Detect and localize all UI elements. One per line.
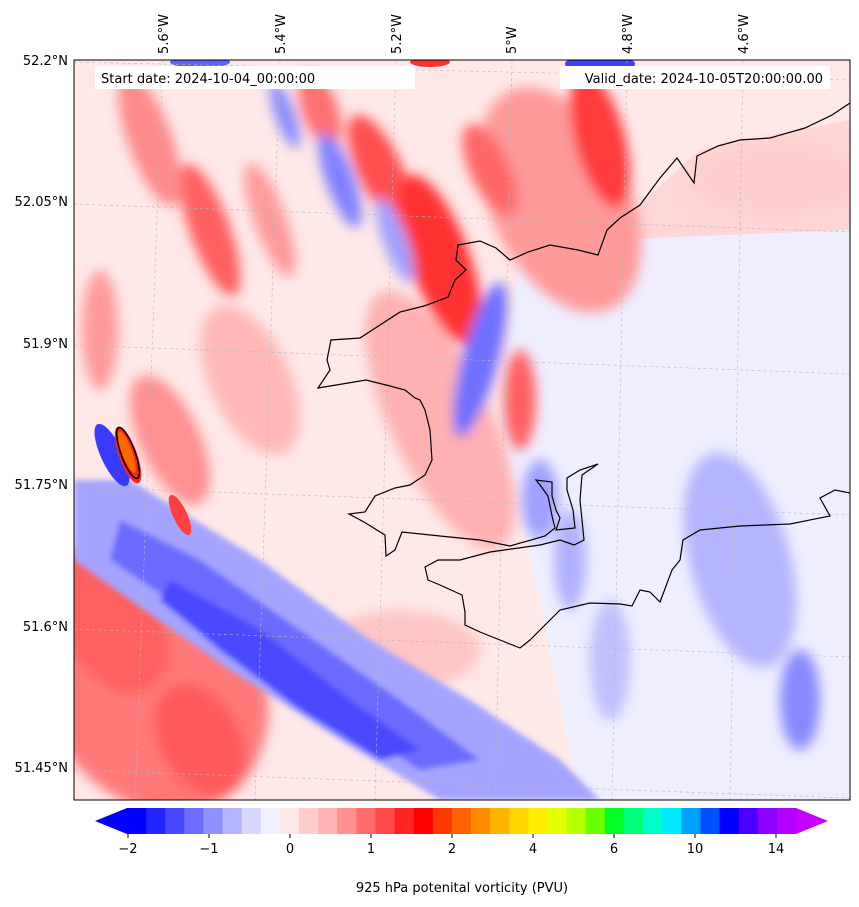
colorbar-tick-label: 10 <box>687 842 704 857</box>
colorbar-extend-max <box>796 808 828 834</box>
colorbar-cell <box>490 808 510 834</box>
colorbar-cell <box>413 808 434 834</box>
colorbar-cell <box>432 808 453 834</box>
colorbar-cell <box>681 808 702 834</box>
colorbar-cell <box>337 808 357 834</box>
coastline <box>316 102 850 649</box>
colorbar-tick-label: −1 <box>199 842 218 857</box>
colorbar-ticks: −2 −1 0 1 2 4 6 10 14 <box>118 834 784 857</box>
colorbar-tick-label: 4 <box>529 842 537 857</box>
colorbar-cell <box>604 808 625 834</box>
colorbar-cell <box>222 808 243 834</box>
lon-label-4-6w: 4.6°W <box>737 14 752 54</box>
lat-label-51-75n: 51.75°N <box>15 478 68 493</box>
colorbar-cell <box>643 808 663 834</box>
lon-label-5-4w: 5.4°W <box>274 14 289 54</box>
colorbar-cell <box>146 808 166 834</box>
colorbar-cell <box>776 808 797 834</box>
colorbar-cell <box>738 808 759 834</box>
colorbar-cell <box>528 808 549 834</box>
colorbar-cell <box>471 808 491 834</box>
colorbar-tick-label: 14 <box>768 842 785 857</box>
colorbar-tick-label: 2 <box>448 842 456 857</box>
valid-date-label: Valid_date: 2024-10-05T20:00:00.00 <box>585 72 823 87</box>
colorbar-cell <box>184 808 205 834</box>
colorbar-tick-label: 1 <box>367 842 375 857</box>
start-date-box <box>95 66 415 89</box>
lon-labels: 5.6°W 5.4°W 5.2°W 5°W 4.8°W 4.6°W <box>157 14 752 54</box>
colorbar-cell <box>719 808 740 834</box>
colorbar-cell <box>375 808 396 834</box>
lat-label-51-9n: 51.9°N <box>23 337 68 352</box>
lat-label-51-45n: 51.45°N <box>15 761 68 776</box>
lon-label-5w: 5°W <box>505 26 520 54</box>
colorbar-cell <box>757 808 778 834</box>
colorbar-cell <box>260 808 281 834</box>
colorbar-cell <box>356 808 377 834</box>
colorbar-cell <box>585 808 606 834</box>
colorbar-cell <box>547 808 568 834</box>
colorbar-cell <box>241 808 262 834</box>
lat-labels: 52.2°N 52.05°N 51.9°N 51.75°N 51.6°N 51.… <box>15 54 68 776</box>
colorbar-cells <box>127 808 797 834</box>
colorbar-cell <box>318 808 338 834</box>
colorbar-cell <box>700 808 721 834</box>
colorbar: −2 −1 0 1 2 4 6 10 14 925 hPa potenital vorticit… <box>95 808 828 896</box>
lat-label-52-2n: 52.2°N <box>23 54 68 69</box>
lat-label-52-05n: 52.05°N <box>15 195 68 210</box>
colorbar-tick-label: 6 <box>610 842 618 857</box>
colorbar-cell <box>279 808 300 834</box>
colorbar-cell <box>299 808 319 834</box>
colorbar-cell <box>165 808 185 834</box>
colorbar-cell <box>509 808 529 834</box>
colorbar-extend-min <box>95 808 127 834</box>
colorbar-cell <box>203 808 224 834</box>
valid-date-box <box>560 66 830 89</box>
lon-label-5-6w: 5.6°W <box>157 14 172 54</box>
colorbar-tick-label: −2 <box>118 842 137 857</box>
colorbar-tick-label: 0 <box>286 842 294 857</box>
start-date-label: Start date: 2024-10-04_00:00:00 <box>101 72 315 87</box>
colorbar-title: 925 hPa potenital vorticity (PVU) <box>356 881 568 896</box>
lat-label-51-6n: 51.6°N <box>23 620 68 635</box>
pv-field <box>74 60 850 800</box>
colorbar-cell <box>394 808 415 834</box>
colorbar-cell <box>662 808 682 834</box>
colorbar-cell <box>127 808 147 834</box>
colorbar-cell <box>623 808 644 834</box>
lon-label-4-8w: 4.8°W <box>621 14 636 54</box>
lon-label-5-2w: 5.2°W <box>390 14 405 54</box>
colorbar-cell <box>566 808 587 834</box>
colorbar-cell <box>451 808 472 834</box>
map-frame <box>73 59 851 801</box>
